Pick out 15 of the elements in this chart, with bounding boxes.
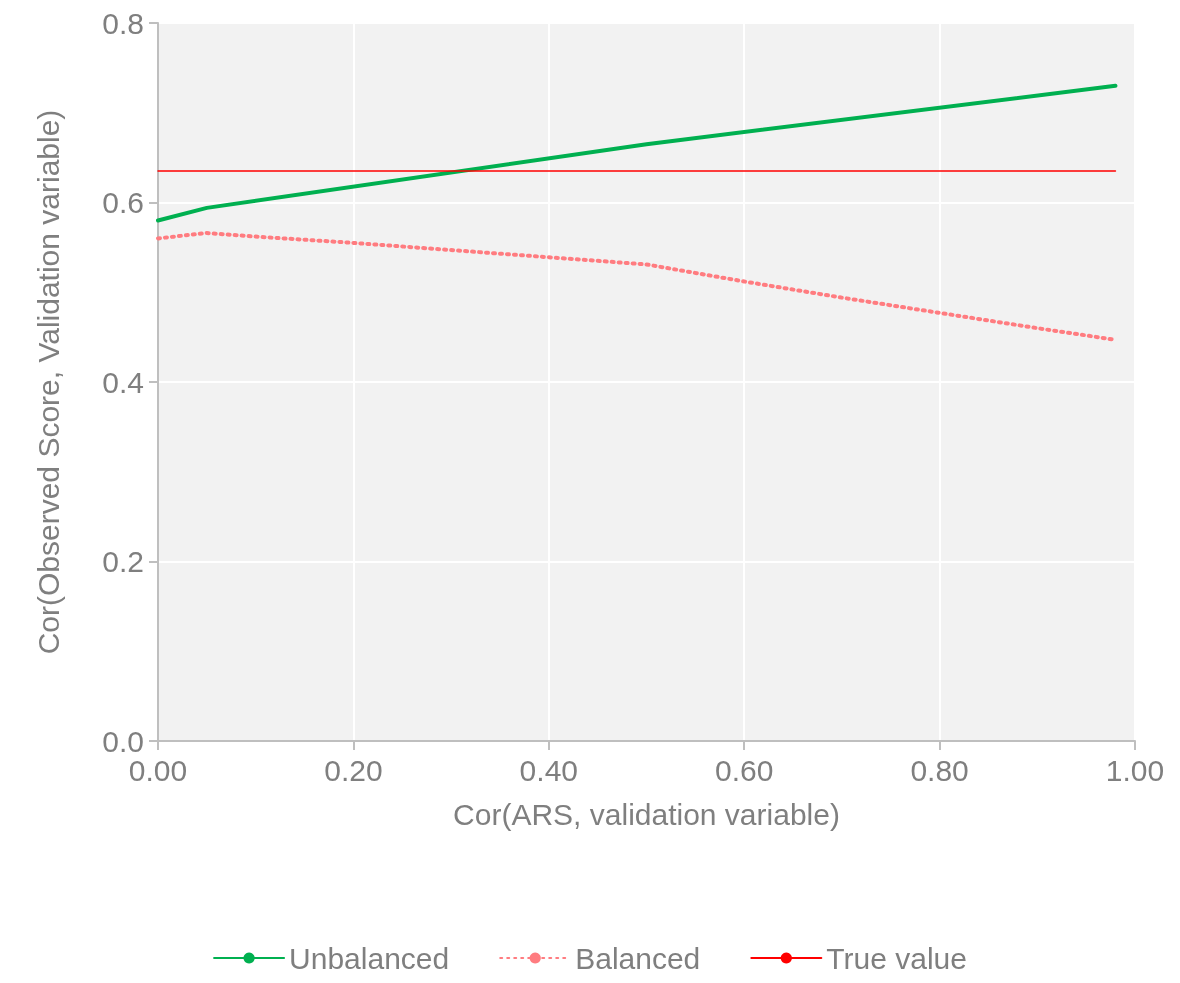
x-tick-label: 1.00 xyxy=(1105,753,1165,787)
y-tick-label: 0.2 xyxy=(102,545,144,578)
legend-label: Unbalanced xyxy=(289,941,450,975)
x-axis-title: Cor(ARS, validation variable) xyxy=(453,797,840,831)
legend-label: True value xyxy=(826,941,967,975)
line-series xyxy=(156,83,1118,223)
x-tick-label: 0.60 xyxy=(715,753,774,787)
y-tick-label: 0.4 xyxy=(102,365,144,399)
x-tick-label: 0.80 xyxy=(910,753,969,787)
y-tick-label: 0.8 xyxy=(102,6,144,40)
x-tick-label: 0.40 xyxy=(519,753,578,787)
y-tick-label: 0.6 xyxy=(102,186,144,219)
legend-label: Balanced xyxy=(575,941,701,975)
x-tick-label: 0.20 xyxy=(324,753,383,787)
y-axis-title: Cor(Observed Score, Validation variable) xyxy=(31,109,65,655)
